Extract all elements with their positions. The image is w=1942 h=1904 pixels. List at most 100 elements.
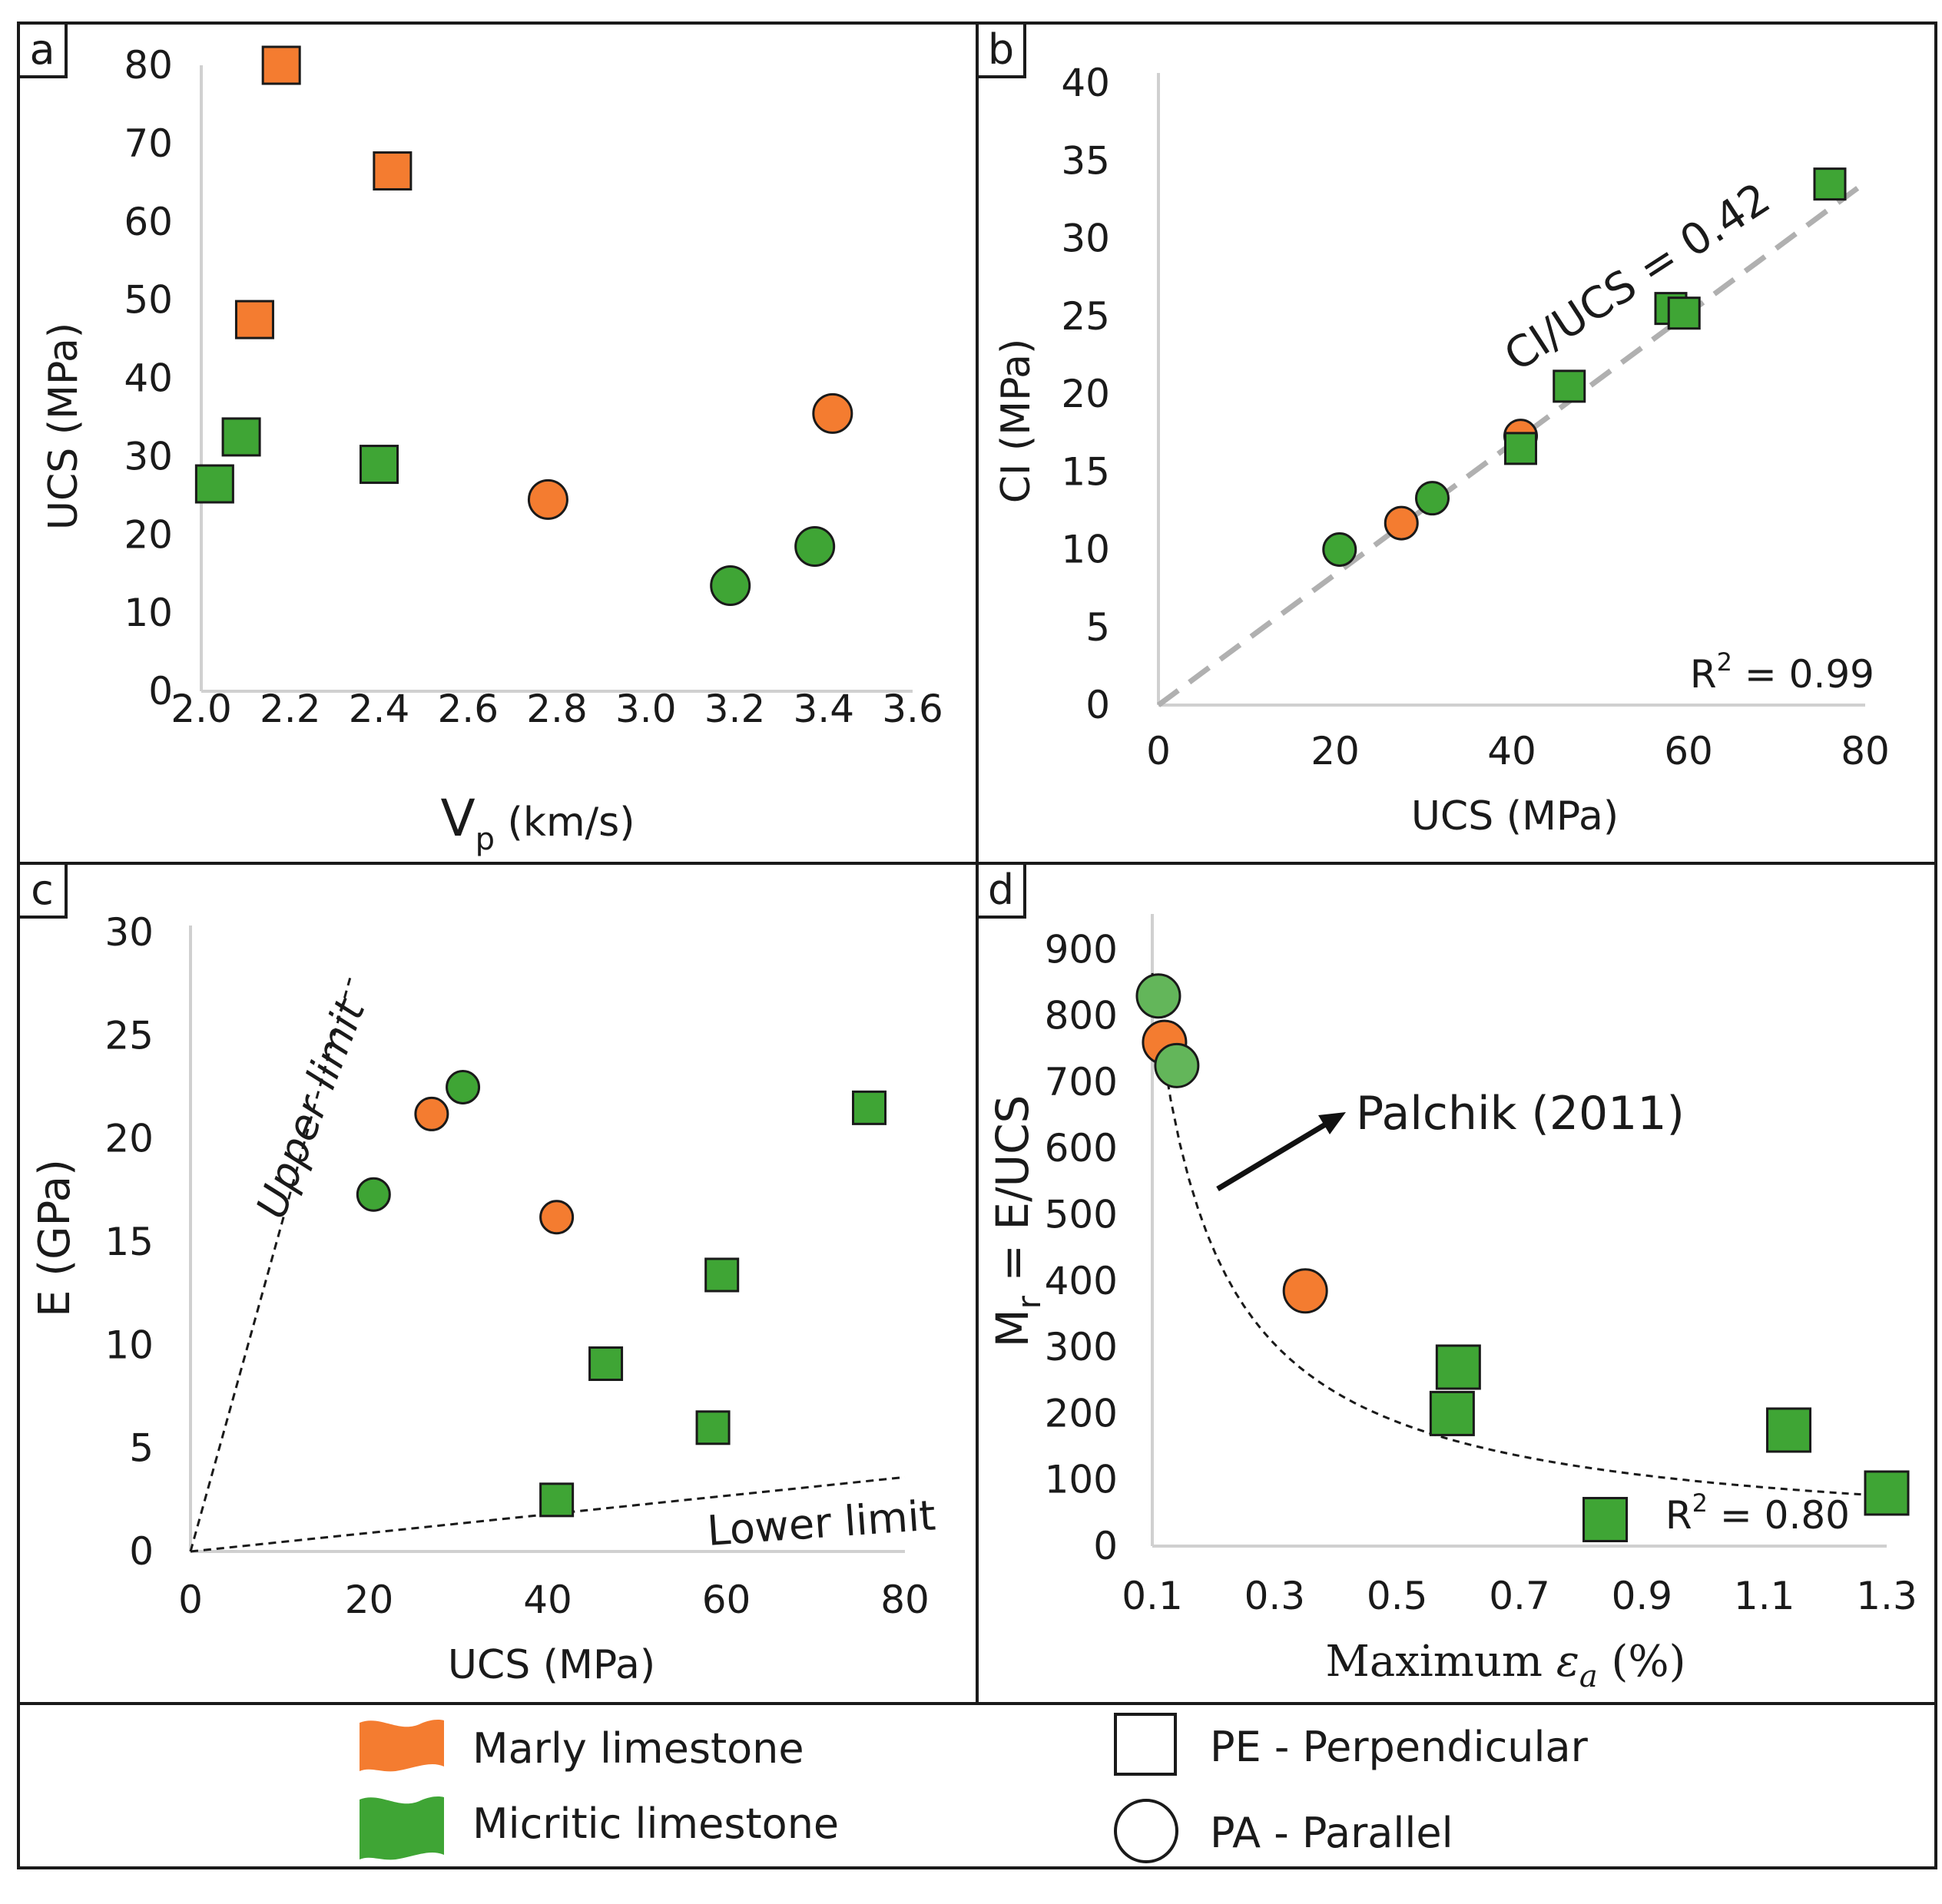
panel-d-ytick-label: 500 (1045, 1193, 1118, 1237)
panel-d-xtick-label: 0.3 (1244, 1574, 1306, 1618)
panel-a-point-micritic-perpendicular (221, 417, 261, 457)
panel-c-ytick-label: 20 (104, 1117, 154, 1161)
frame-panel-c (17, 862, 979, 1705)
panel-a-ylabel: UCS (MPa) (41, 323, 87, 530)
panel-d-ytick-label: 300 (1045, 1325, 1118, 1369)
panel-c-point-micritic-parallel (356, 1177, 391, 1212)
panel-a-point-micritic-perpendicular (360, 445, 399, 485)
panel-b-xlabel: UCS (MPa) (1411, 793, 1619, 839)
panel-a-xtick-label: 3.2 (704, 687, 766, 731)
panel-c-point-micritic-perpendicular (695, 1410, 731, 1445)
panel-a-point-marly-perpendicular (261, 45, 301, 85)
panel-b-point-micritic-parallel (1415, 481, 1450, 516)
panel-a-xtick-label: 2.4 (349, 687, 410, 731)
panel-b-ytick-label: 0 (1085, 683, 1110, 727)
panel-b-x-ticks: 0 20 40 60 80 (1146, 729, 1890, 773)
panel-c-ylabel: E (GPa) (30, 1159, 80, 1317)
panel-d-ytick-label: 200 (1045, 1391, 1118, 1435)
panel-b-point-micritic-perpendicular (1553, 369, 1586, 403)
panel-b-ylabel: CI (MPa) (993, 339, 1039, 504)
panel-b-xtick-label: 80 (1841, 729, 1890, 773)
panel-a-ytick-label: 30 (124, 434, 173, 478)
panel-d-xtick-label: 0.7 (1489, 1574, 1550, 1618)
panel-b-y-ticks: 0 5 10 15 20 25 30 35 40 (1061, 61, 1110, 727)
legend: Marly limestone Micritic limestone PE - … (360, 1713, 1589, 1863)
panel-b-point-marly-parallel (1384, 505, 1419, 541)
panel-d-xtick-label: 0.5 (1367, 1574, 1428, 1618)
panel-a-ytick-label: 50 (124, 278, 173, 323)
panel-a-ytick-label: 40 (124, 356, 173, 401)
legend-pe-label: PE - Perpendicular (1210, 1723, 1589, 1771)
panel-a-ytick-label: 10 (124, 591, 173, 635)
panel-a-xtick-label: 3.4 (793, 687, 854, 731)
panel-a-point-micritic-perpendicular (194, 464, 234, 504)
panel-d-point-micritic-parallel (1154, 1042, 1200, 1088)
legend-micritic-label: Micritic limestone (472, 1800, 839, 1848)
legend-marly-label: Marly limestone (472, 1724, 804, 1773)
panel-b-ytick-label: 40 (1061, 61, 1110, 105)
panel-b-ytick-label: 25 (1061, 294, 1110, 339)
panel-c-upper-limit-label: Upper limit (247, 992, 375, 1225)
panel-d-xtick-label: 1.1 (1734, 1574, 1795, 1618)
panel-b-ytick-label: 5 (1085, 605, 1110, 650)
panel-d-point-micritic-perpendicular (1429, 1390, 1475, 1436)
panel-letter-c: c (31, 866, 54, 914)
panel-a-points (194, 45, 853, 606)
panel-a-ytick-label: 80 (124, 43, 173, 88)
panel-b-ytick-label: 10 (1061, 528, 1110, 572)
panel-a-xtick-label: 2.0 (171, 687, 232, 731)
panel-c: 0 5 10 15 20 25 30 0 20 40 60 80 Upper limit Lower… (30, 910, 937, 1688)
panel-d-ytick-label: 600 (1045, 1126, 1118, 1171)
panel-a-ytick-label: 20 (124, 512, 173, 557)
panel-a-xtick-label: 3.6 (882, 687, 943, 731)
panel-d-ylabel: Mr = E/UCS (986, 1095, 1048, 1348)
panel-b-ytick-label: 20 (1061, 372, 1110, 416)
panel-letters: a b c d (17, 22, 1026, 919)
panel-d-point-micritic-perpendicular (1435, 1344, 1481, 1390)
panel-d-ytick-label: 400 (1045, 1259, 1118, 1303)
panel-a-point-marly-perpendicular (234, 300, 274, 339)
panel-b-ytick-label: 35 (1061, 138, 1110, 183)
panel-a-x-ticks: 2.0 2.2 2.4 2.6 2.8 3.0 3.2 3.4 3.6 (171, 687, 943, 731)
panel-c-ytick-label: 5 (129, 1426, 154, 1471)
panel-d-xtick-label: 0.1 (1122, 1574, 1183, 1618)
panel-d-ytick-label: 0 (1093, 1524, 1118, 1568)
panel-letter-d: d (988, 866, 1014, 914)
panel-c-xtick-label: 0 (178, 1578, 203, 1622)
frames (17, 22, 1937, 1869)
panel-d-xtick-label: 1.3 (1856, 1574, 1917, 1618)
panel-d-ytick-label: 700 (1045, 1060, 1118, 1104)
panel-b-point-micritic-parallel (1322, 532, 1357, 567)
panel-c-ytick-label: 10 (104, 1323, 154, 1367)
panel-b-xtick-label: 60 (1664, 729, 1713, 773)
panel-c-point-micritic-parallel (446, 1070, 481, 1104)
frame-legend (17, 1702, 1937, 1869)
panel-c-x-ticks: 0 20 40 60 80 (178, 1578, 930, 1622)
panel-b-xtick-label: 0 (1146, 729, 1171, 773)
panel-d-fit-curve (1151, 972, 1887, 1498)
panel-a-point-marly-parallel (527, 478, 568, 520)
panel-d-arrow (1216, 1112, 1346, 1192)
panel-c-upper-limit-line (189, 973, 353, 1552)
panel-a-point-marly-parallel (812, 392, 853, 434)
panel-b-point-micritic-perpendicular (1667, 296, 1701, 330)
panel-c-xtick-label: 40 (523, 1578, 572, 1622)
panel-a-xtick-label: 2.6 (437, 687, 499, 731)
panel-a-ytick-label: 60 (124, 200, 173, 244)
panel-c-xtick-label: 80 (880, 1578, 930, 1622)
panel-d-point-micritic-perpendicular (1864, 1470, 1910, 1516)
panel-a-xtick-label: 2.8 (526, 687, 588, 731)
panel-c-ytick-label: 15 (104, 1220, 154, 1264)
panel-a-xlabel: Vp (km/s) (440, 789, 635, 857)
panel-b-points (1322, 167, 1847, 567)
panel-a-point-micritic-parallel (710, 565, 751, 606)
panel-a-ytick-label: 0 (148, 669, 173, 714)
panel-c-xtick-label: 60 (702, 1578, 751, 1622)
panel-c-ytick-label: 0 (129, 1529, 154, 1574)
panel-d-ytick-label: 100 (1045, 1458, 1118, 1502)
panel-b-point-micritic-perpendicular (1813, 167, 1847, 201)
panel-a-y-ticks: 0 10 20 30 40 50 60 70 80 (124, 43, 173, 714)
panel-c-xtick-label: 20 (345, 1578, 394, 1622)
